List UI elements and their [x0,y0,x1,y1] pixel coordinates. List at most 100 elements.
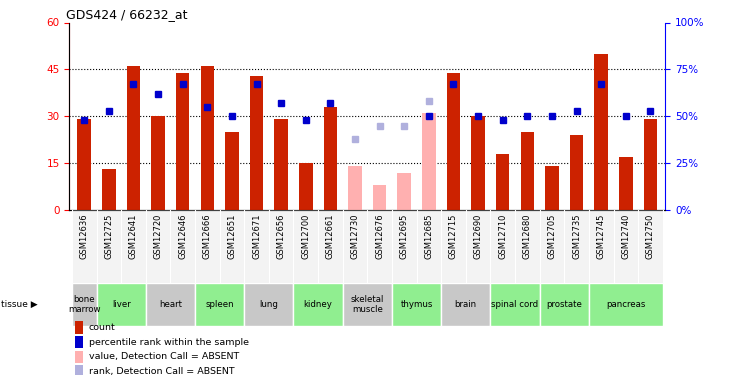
Bar [219,210,244,283]
Bar [75,365,83,375]
Bar [515,210,539,283]
Text: percentile rank within the sample: percentile rank within the sample [88,338,249,347]
Bar [244,283,293,326]
Text: count: count [88,323,115,332]
Bar [299,163,313,210]
Bar [121,210,145,283]
Bar [491,210,515,283]
Text: GSM12720: GSM12720 [154,214,162,259]
Bar [75,336,83,348]
Text: GSM12636: GSM12636 [80,214,88,259]
Text: spinal cord: spinal cord [491,300,539,309]
Bar [293,210,318,283]
Bar [324,107,337,210]
Bar [398,172,411,210]
Text: liver: liver [112,300,131,309]
Text: bone
marrow: bone marrow [68,295,100,314]
Text: GSM12730: GSM12730 [351,214,360,259]
Bar [195,283,244,326]
Bar [75,321,83,334]
Bar [545,166,558,210]
Bar [373,185,387,210]
Bar [145,210,170,283]
Text: GSM12676: GSM12676 [375,214,384,259]
Bar [496,154,510,210]
Text: GSM12700: GSM12700 [301,214,310,259]
Bar [422,113,436,210]
Bar [520,132,534,210]
Text: GSM12680: GSM12680 [523,214,532,259]
Bar [126,66,140,210]
Bar [72,283,96,326]
Bar [250,76,263,210]
Bar [274,119,288,210]
Bar [392,283,442,326]
Bar [392,210,417,283]
Bar [77,119,91,210]
Bar [75,351,83,363]
Bar [594,54,608,210]
Bar [72,210,96,283]
Text: tissue ▶: tissue ▶ [1,300,38,309]
Text: GSM12725: GSM12725 [105,214,113,259]
Text: rank, Detection Call = ABSENT: rank, Detection Call = ABSENT [88,367,234,375]
Bar [318,210,343,283]
Bar [539,210,564,283]
Bar [244,210,269,283]
Text: GSM12661: GSM12661 [326,214,335,259]
Text: GSM12685: GSM12685 [425,214,433,259]
Bar [367,210,392,283]
Bar [200,66,214,210]
Bar [466,210,491,283]
Text: GSM12705: GSM12705 [548,214,556,259]
Bar [343,283,392,326]
Bar [613,210,638,283]
Bar [638,210,663,283]
Text: spleen: spleen [205,300,234,309]
Text: GSM12750: GSM12750 [646,214,655,259]
Text: brain: brain [455,300,477,309]
Text: GSM12641: GSM12641 [129,214,138,259]
Bar [151,116,165,210]
Bar [589,283,663,326]
Text: GSM12715: GSM12715 [449,214,458,259]
Text: GSM12690: GSM12690 [474,214,482,259]
Text: GSM12740: GSM12740 [621,214,630,259]
Bar [343,210,367,283]
Bar [96,283,145,326]
Text: GSM12666: GSM12666 [202,214,212,259]
Text: GSM12656: GSM12656 [276,214,286,259]
Bar [170,210,195,283]
Text: GSM12646: GSM12646 [178,214,187,259]
Bar [564,210,589,283]
Text: GSM12671: GSM12671 [252,214,261,259]
Bar [195,210,219,283]
Bar [348,166,362,210]
Bar [471,116,485,210]
Bar [589,210,613,283]
Bar [442,283,491,326]
Text: GDS424 / 66232_at: GDS424 / 66232_at [67,8,188,21]
Bar [539,283,589,326]
Bar [569,135,583,210]
Bar [102,170,115,210]
Text: value, Detection Call = ABSENT: value, Detection Call = ABSENT [88,352,239,362]
Text: skeletal
muscle: skeletal muscle [351,295,384,314]
Bar [644,119,657,210]
Bar [447,72,461,210]
Bar [417,210,442,283]
Text: pancreas: pancreas [606,300,645,309]
Text: heart: heart [159,300,182,309]
Bar [225,132,239,210]
Text: prostate: prostate [546,300,582,309]
Bar [491,283,539,326]
Text: GSM12651: GSM12651 [227,214,236,259]
Bar [145,283,195,326]
Bar [96,210,121,283]
Bar [176,72,189,210]
Text: kidney: kidney [303,300,333,309]
Text: GSM12695: GSM12695 [400,214,409,259]
Text: GSM12745: GSM12745 [596,214,606,259]
Text: thymus: thymus [401,300,433,309]
Text: GSM12710: GSM12710 [499,214,507,259]
